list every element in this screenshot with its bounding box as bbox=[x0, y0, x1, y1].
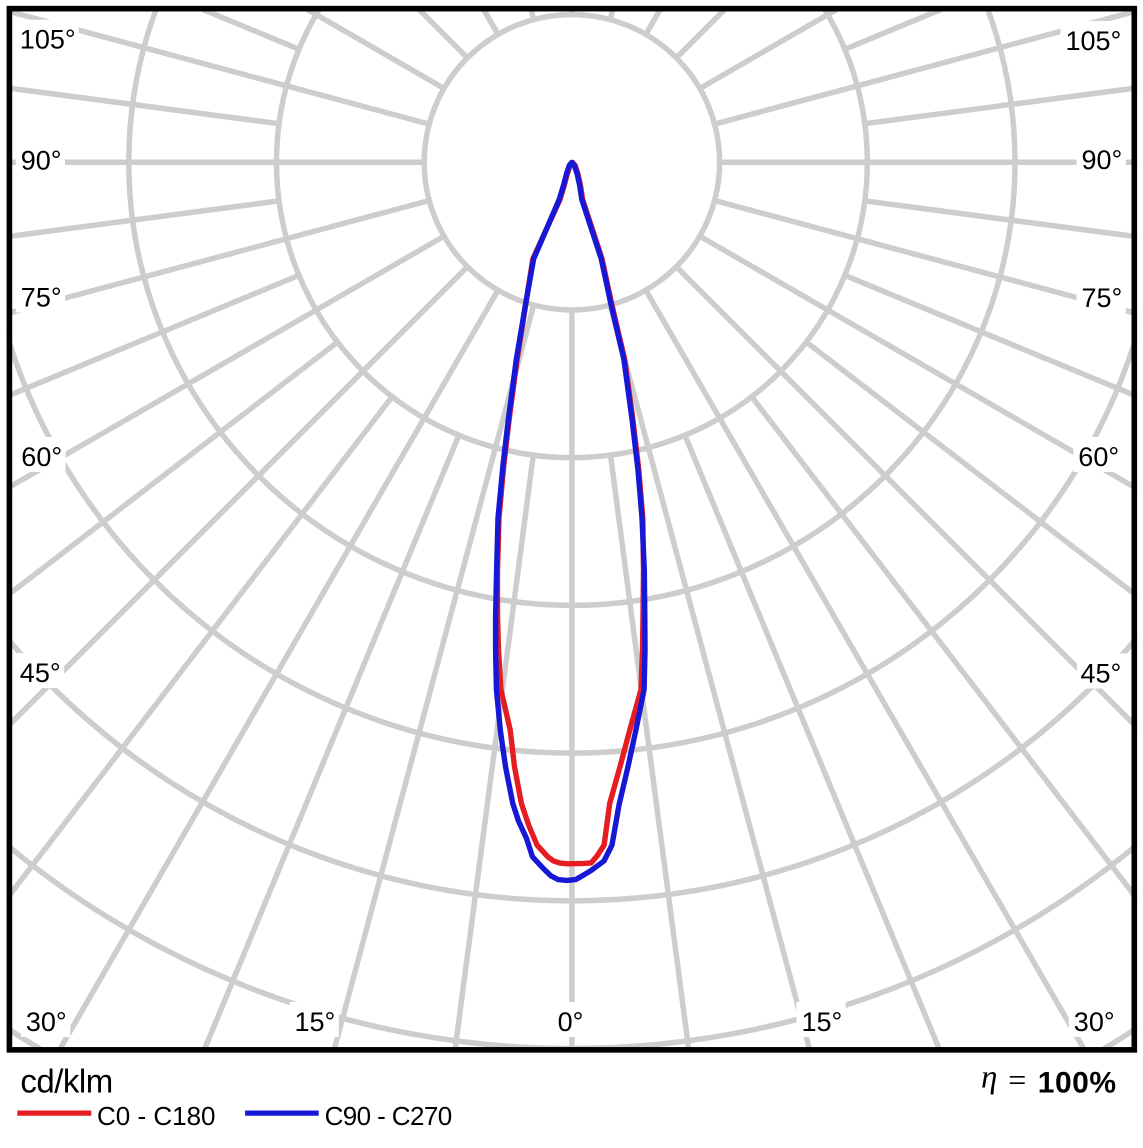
svg-text:90°: 90° bbox=[1082, 145, 1123, 175]
svg-text:60°: 60° bbox=[21, 442, 62, 472]
svg-text:45°: 45° bbox=[1081, 659, 1122, 689]
svg-text:45°: 45° bbox=[20, 658, 61, 688]
svg-text:60°: 60° bbox=[1078, 442, 1119, 472]
svg-text:100%: 100% bbox=[1038, 1067, 1117, 1100]
svg-text:90°: 90° bbox=[21, 146, 62, 176]
svg-text:cd/klm: cd/klm bbox=[20, 1063, 112, 1100]
svg-text:75°: 75° bbox=[1082, 283, 1123, 313]
svg-text:75°: 75° bbox=[21, 283, 62, 313]
svg-text:30°: 30° bbox=[26, 1007, 67, 1037]
svg-text:30°: 30° bbox=[1074, 1007, 1115, 1037]
svg-text:15°: 15° bbox=[802, 1007, 843, 1037]
svg-text:0°: 0° bbox=[558, 1007, 584, 1037]
svg-text:=: = bbox=[1008, 1062, 1026, 1098]
svg-text:105°: 105° bbox=[20, 25, 76, 55]
svg-text:η: η bbox=[981, 1060, 997, 1096]
svg-text:C90 - C270: C90 - C270 bbox=[325, 1101, 452, 1131]
svg-text:15°: 15° bbox=[295, 1007, 336, 1037]
svg-text:C0 - C180: C0 - C180 bbox=[97, 1101, 216, 1131]
svg-text:105°: 105° bbox=[1066, 26, 1122, 56]
